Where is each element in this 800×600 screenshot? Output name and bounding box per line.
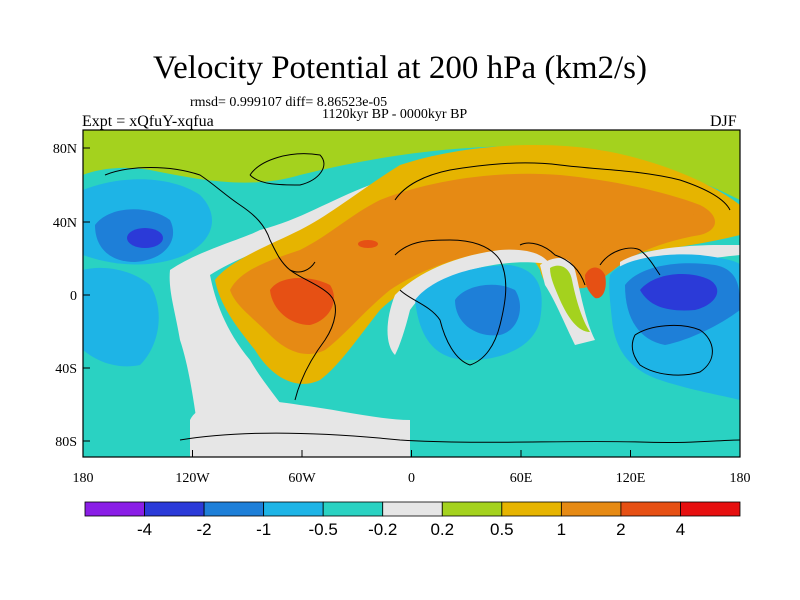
colorbar-label: -1: [256, 520, 272, 539]
coast-eurasia-north: [394, 162, 731, 211]
lat-tick-label: 0: [70, 289, 77, 304]
coastlines: [104, 153, 740, 444]
colorbar-label: -4: [136, 520, 153, 539]
coast-antarctica: [179, 432, 740, 444]
colorbar: [84, 501, 741, 517]
contour-neutral-antarctic: [190, 400, 410, 457]
colorbar-label: -0.5: [308, 520, 338, 539]
colorbar-swatch: [620, 501, 681, 517]
longitude-axis: 180 120W 60W 0 60E 120E 180: [73, 450, 751, 486]
lat-tick-label: 80S: [55, 435, 77, 450]
colorbar-label: -2: [196, 520, 212, 539]
lat-tick-label: 40S: [55, 362, 77, 377]
contour-north-pacific-dark: [127, 228, 163, 248]
colorbar-swatch: [382, 501, 443, 517]
lon-tick-label: 120E: [616, 471, 646, 486]
colorbar-swatch: [560, 501, 622, 517]
contour-negative-africa-mid: [455, 284, 520, 336]
coast-africa: [394, 239, 507, 366]
coast-se-asia: [599, 247, 661, 276]
stats-line: rmsd= 0.999107 diff= 8.86523e-05: [190, 95, 388, 110]
lat-tick-label: 40N: [53, 216, 77, 231]
colorbar-swatch: [501, 501, 562, 517]
colorbar-swatch: [680, 501, 741, 517]
colorbar-swatch: [203, 501, 265, 517]
colorbar-label: 1: [556, 520, 567, 539]
lon-tick-label: 180: [73, 471, 94, 486]
latitude-axis: 80N 40N 0 40S 80S: [53, 142, 90, 450]
colorbar-label: -0.2: [368, 520, 398, 539]
coast-south-america: [289, 269, 336, 401]
lat-tick-label: 80N: [53, 142, 77, 157]
season-label: DJF: [710, 113, 737, 130]
colorbar-swatch: [84, 501, 145, 517]
period-label: 1120kyr BP - 0000kyr BP: [322, 107, 468, 122]
colorbar-swatch: [441, 501, 503, 517]
contour-positive-core-indochina: [585, 267, 606, 299]
colorbar-label: 0.5: [489, 520, 514, 539]
contour-positive-core-atlantic: [358, 240, 378, 248]
contour-neutral-band-west: [169, 185, 385, 445]
colorbar-swatch: [263, 501, 324, 517]
coast-middle-east-india: [519, 242, 586, 286]
colorbar-swatch: [144, 501, 205, 517]
contour-positive-asia: [580, 193, 694, 250]
lon-tick-label: 60E: [510, 471, 533, 486]
contour-positive-core-samerica: [270, 278, 334, 325]
colorbar-label: 0.2: [430, 520, 455, 539]
lon-tick-label: 180: [730, 471, 751, 486]
lon-tick-label: 120W: [175, 471, 210, 486]
contour-field: [83, 130, 740, 457]
contour-neutral-band-africa: [387, 249, 550, 355]
contour-weak-positive-india: [550, 265, 590, 332]
coast-australia: [631, 325, 713, 376]
lon-tick-label: 0: [408, 471, 415, 486]
coast-greenland: [249, 153, 325, 186]
contour-neutral-band-pacific-north: [620, 245, 740, 290]
contour-negative-wpacific-dark: [640, 274, 718, 311]
experiment-label: Expt = xQfuY-xqfua: [82, 113, 214, 130]
lon-tick-label: 60W: [288, 471, 316, 486]
colorbar-swatch: [322, 501, 384, 517]
contour-negative-epacific: [83, 267, 159, 367]
colorbar-label: 2: [616, 520, 626, 539]
map-title: Velocity Potential at 200 hPa (km2/s): [152, 50, 648, 86]
colorbar-label: 4: [675, 520, 686, 539]
